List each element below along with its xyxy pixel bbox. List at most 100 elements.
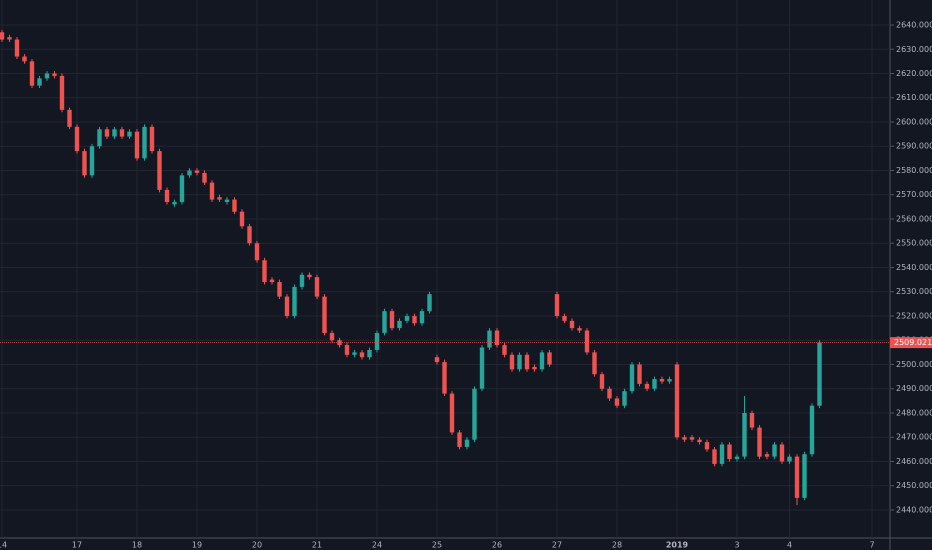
y-tick-label: 2570.0000 xyxy=(896,190,932,199)
candle-body xyxy=(674,364,680,438)
candle-body xyxy=(322,296,327,333)
candle-body xyxy=(712,449,717,464)
candle-body xyxy=(742,412,747,457)
candle-body xyxy=(67,109,72,127)
candle-body xyxy=(464,439,470,447)
candle-body xyxy=(52,73,57,76)
candle-body xyxy=(247,226,252,244)
candle-body xyxy=(487,330,492,348)
x-tick-label: 18 xyxy=(132,541,142,550)
candle-body xyxy=(577,328,582,331)
candle-body xyxy=(809,405,815,455)
candle-body xyxy=(112,129,117,137)
x-tick-label: 20 xyxy=(252,541,262,550)
y-tick-label: 2640.0000 xyxy=(896,21,932,30)
candle-body xyxy=(149,126,155,152)
x-tick-label: 7 xyxy=(869,541,874,550)
candle-body xyxy=(449,393,455,433)
candle-body xyxy=(127,131,132,137)
candle-body xyxy=(614,398,620,406)
candle-body xyxy=(217,197,222,200)
x-tick-label: 25 xyxy=(432,541,442,550)
candle-body xyxy=(134,131,140,159)
candle-body xyxy=(202,172,207,183)
candle-body xyxy=(284,296,290,316)
candle-body xyxy=(352,352,357,355)
y-tick-label: 2630.0000 xyxy=(896,45,932,54)
candle-body xyxy=(269,279,275,283)
candle-body xyxy=(157,151,162,190)
candle-body xyxy=(479,347,485,389)
x-tick-label: 21 xyxy=(312,541,322,550)
last-price-box xyxy=(890,337,932,349)
candle-body xyxy=(652,379,657,389)
candle-body xyxy=(697,439,702,443)
candle-body xyxy=(89,146,95,176)
candle-body xyxy=(389,311,395,329)
candle-body xyxy=(622,391,627,406)
y-tick-label: 2500.0000 xyxy=(896,360,932,369)
candle-body xyxy=(172,202,177,205)
candle-body xyxy=(779,444,785,462)
candle-body xyxy=(592,352,597,375)
candle-body xyxy=(457,432,462,447)
y-tick-label: 2490.0000 xyxy=(896,384,932,393)
candle-body xyxy=(434,357,440,363)
candles xyxy=(0,29,822,506)
candle-body xyxy=(74,126,80,152)
candle-body xyxy=(142,126,147,159)
candle-body xyxy=(532,366,537,370)
candle-body xyxy=(37,78,42,86)
candle-body xyxy=(262,260,267,283)
grid xyxy=(0,0,890,538)
last-price-label: 2509.0215 xyxy=(894,338,932,347)
x-tick-label: 19 xyxy=(192,541,202,550)
candle-body xyxy=(404,315,410,321)
candle-body xyxy=(179,175,185,203)
candle-body xyxy=(254,243,260,261)
candle-body xyxy=(44,73,50,79)
y-tick-label: 2580.0000 xyxy=(896,166,932,175)
y-tick-label: 2550.0000 xyxy=(896,239,932,248)
candle-body xyxy=(704,442,710,450)
y-tick-label: 2620.0000 xyxy=(896,69,932,78)
candle-body xyxy=(734,456,740,460)
candle-body xyxy=(299,274,305,287)
y-tick-label: 2440.0000 xyxy=(896,505,932,514)
candle-body xyxy=(599,374,605,389)
candle-body xyxy=(772,444,777,457)
candle-body xyxy=(232,199,237,212)
x-tick-label: 17 xyxy=(72,541,82,550)
candle-body xyxy=(164,189,170,203)
candle-body xyxy=(502,345,507,355)
x-tick-label: 4 xyxy=(787,541,792,550)
candle-body xyxy=(817,342,822,406)
candle-body xyxy=(749,412,755,428)
candle-body xyxy=(727,444,732,460)
candle-body xyxy=(374,332,380,350)
candle-body xyxy=(7,37,12,40)
candle-body xyxy=(472,388,477,440)
candle-body xyxy=(419,311,425,324)
x-tick-label: 2019 xyxy=(666,541,689,550)
candle-body xyxy=(764,454,770,457)
candle-body xyxy=(14,39,20,57)
candle-body xyxy=(562,315,567,321)
y-tick-label: 2450.0000 xyxy=(896,481,932,490)
candle-body xyxy=(104,129,110,137)
candle-body xyxy=(412,315,417,324)
candle-body xyxy=(344,345,350,355)
candle-body xyxy=(0,32,5,40)
candle-body xyxy=(314,277,320,297)
candle-body xyxy=(442,362,447,394)
candle-body xyxy=(659,379,665,382)
candle-body xyxy=(307,274,312,278)
candle-body xyxy=(547,352,552,365)
candle-body xyxy=(689,437,695,440)
candle-body xyxy=(119,129,125,137)
candle-body xyxy=(584,330,590,353)
candle-body xyxy=(569,320,575,329)
candle-body xyxy=(239,211,245,227)
